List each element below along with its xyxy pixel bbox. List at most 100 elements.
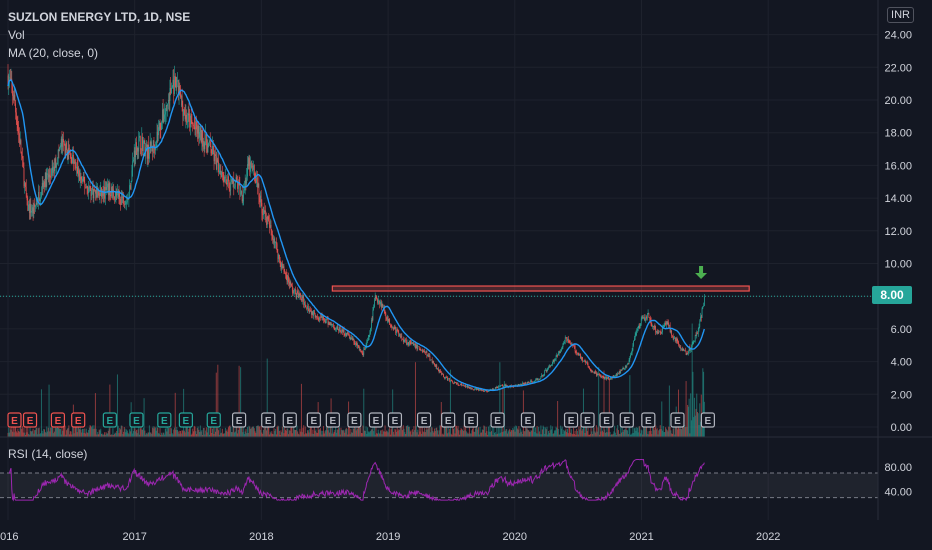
candle-body: [467, 385, 469, 388]
candle-body: [398, 332, 400, 337]
symbol-title[interactable]: SUZLON ENERGY LTD, 1D, NSE: [8, 10, 191, 24]
volume-bar: [185, 426, 187, 437]
earnings-marker[interactable]: E: [102, 412, 117, 428]
volume-bar: [404, 432, 406, 437]
earnings-marker[interactable]: E: [50, 412, 66, 428]
time-axis-labels[interactable]: 2016201720182019202020212022: [0, 531, 780, 543]
earnings-marker[interactable]: E: [700, 412, 715, 428]
volume-bar: [646, 425, 648, 437]
earnings-marker[interactable]: E: [306, 412, 321, 428]
candle-body: [498, 386, 500, 387]
volume-bar: [572, 434, 574, 437]
candle-body: [372, 310, 374, 321]
earnings-marker[interactable]: E: [520, 412, 536, 428]
candle-body: [56, 164, 58, 168]
candle-body: [254, 174, 256, 177]
candle-body: [681, 349, 683, 351]
volume-bar: [243, 426, 245, 437]
volume-bar: [414, 362, 416, 437]
candle-body: [463, 384, 464, 386]
earnings-marker[interactable]: E: [670, 412, 685, 428]
candle-body: [308, 310, 310, 313]
candle-body: [503, 386, 505, 387]
earnings-marker[interactable]: E: [563, 412, 579, 428]
earnings-marker[interactable]: E: [641, 412, 656, 428]
rsi-legend[interactable]: RSI (14, close): [8, 447, 88, 461]
ma-legend[interactable]: MA (20, close, 0): [8, 46, 99, 60]
candle-body: [122, 194, 124, 198]
currency-button[interactable]: INR: [887, 7, 914, 23]
earnings-marker[interactable]: E: [282, 412, 297, 428]
candle-body: [310, 309, 311, 311]
earnings-marker[interactable]: E: [599, 412, 614, 428]
earnings-marker[interactable]: E: [7, 412, 22, 428]
volume-bar: [149, 432, 151, 437]
earnings-marker[interactable]: E: [368, 412, 384, 428]
earnings-marker[interactable]: E: [619, 412, 634, 428]
candle-body: [454, 381, 456, 383]
earnings-marker[interactable]: E: [441, 412, 456, 428]
earnings-marker[interactable]: E: [416, 412, 432, 428]
volume-bar: [115, 433, 117, 437]
candle-body: [386, 317, 387, 320]
price-axis-labels[interactable]: 0.002.004.006.0010.0012.0014.0016.0018.0…: [884, 30, 912, 434]
candle-body: [368, 334, 370, 338]
candle-body: [114, 196, 115, 200]
volume-bar: [282, 426, 284, 437]
candle-body: [177, 80, 179, 95]
candle-body: [459, 384, 461, 386]
earnings-marker[interactable]: E: [71, 412, 86, 428]
candle-body: [472, 389, 474, 390]
volume-bar: [623, 429, 625, 437]
candle-body: [497, 386, 498, 389]
earnings-marker[interactable]: E: [347, 412, 362, 428]
volume-bar: [647, 431, 649, 437]
volume-bar: [632, 425, 634, 437]
candle-body: [679, 347, 681, 348]
earnings-marker[interactable]: E: [580, 412, 595, 428]
candle-body: [650, 317, 651, 321]
candle-body: [624, 368, 625, 370]
earnings-marker[interactable]: E: [490, 412, 505, 428]
candle-body: [460, 384, 462, 385]
earnings-marker[interactable]: E: [22, 412, 38, 428]
candle-body: [639, 325, 641, 327]
volume-bar: [260, 425, 262, 437]
earnings-marker[interactable]: E: [231, 412, 247, 428]
volume-bar: [468, 426, 470, 437]
volume-bar: [446, 433, 448, 437]
volume-bar: [447, 425, 449, 437]
candle-body: [558, 351, 560, 354]
price-tick-label: 16.00: [884, 160, 912, 172]
candle-body: [373, 307, 375, 311]
volume-bar: [568, 427, 570, 437]
earnings-marker[interactable]: E: [261, 412, 276, 428]
candle-body: [99, 192, 101, 196]
volume-bar: [180, 433, 182, 437]
volume-bar: [126, 430, 128, 437]
earnings-marker[interactable]: E: [387, 412, 403, 428]
candle-body: [127, 199, 129, 200]
candle-body: [98, 190, 99, 196]
volume-bar: [458, 430, 460, 437]
earnings-marker[interactable]: E: [463, 412, 479, 428]
earnings-marker[interactable]: E: [157, 412, 172, 428]
volume-bar: [354, 426, 356, 437]
candle-body: [324, 320, 326, 323]
candle-body: [209, 140, 210, 143]
earnings-marker[interactable]: E: [206, 412, 221, 428]
volume-bar: [384, 425, 386, 437]
volume-bar: [500, 427, 502, 437]
earnings-marker[interactable]: E: [325, 412, 340, 428]
earnings-marker[interactable]: E: [178, 412, 193, 428]
candle-body: [141, 136, 143, 150]
candle-body: [379, 300, 381, 305]
earnings-marker[interactable]: E: [129, 412, 144, 428]
candle-body: [269, 221, 270, 228]
candle-body: [616, 374, 618, 376]
volume-legend[interactable]: Vol: [8, 28, 25, 42]
volume-bar: [83, 432, 85, 437]
volume-bar: [206, 432, 208, 437]
